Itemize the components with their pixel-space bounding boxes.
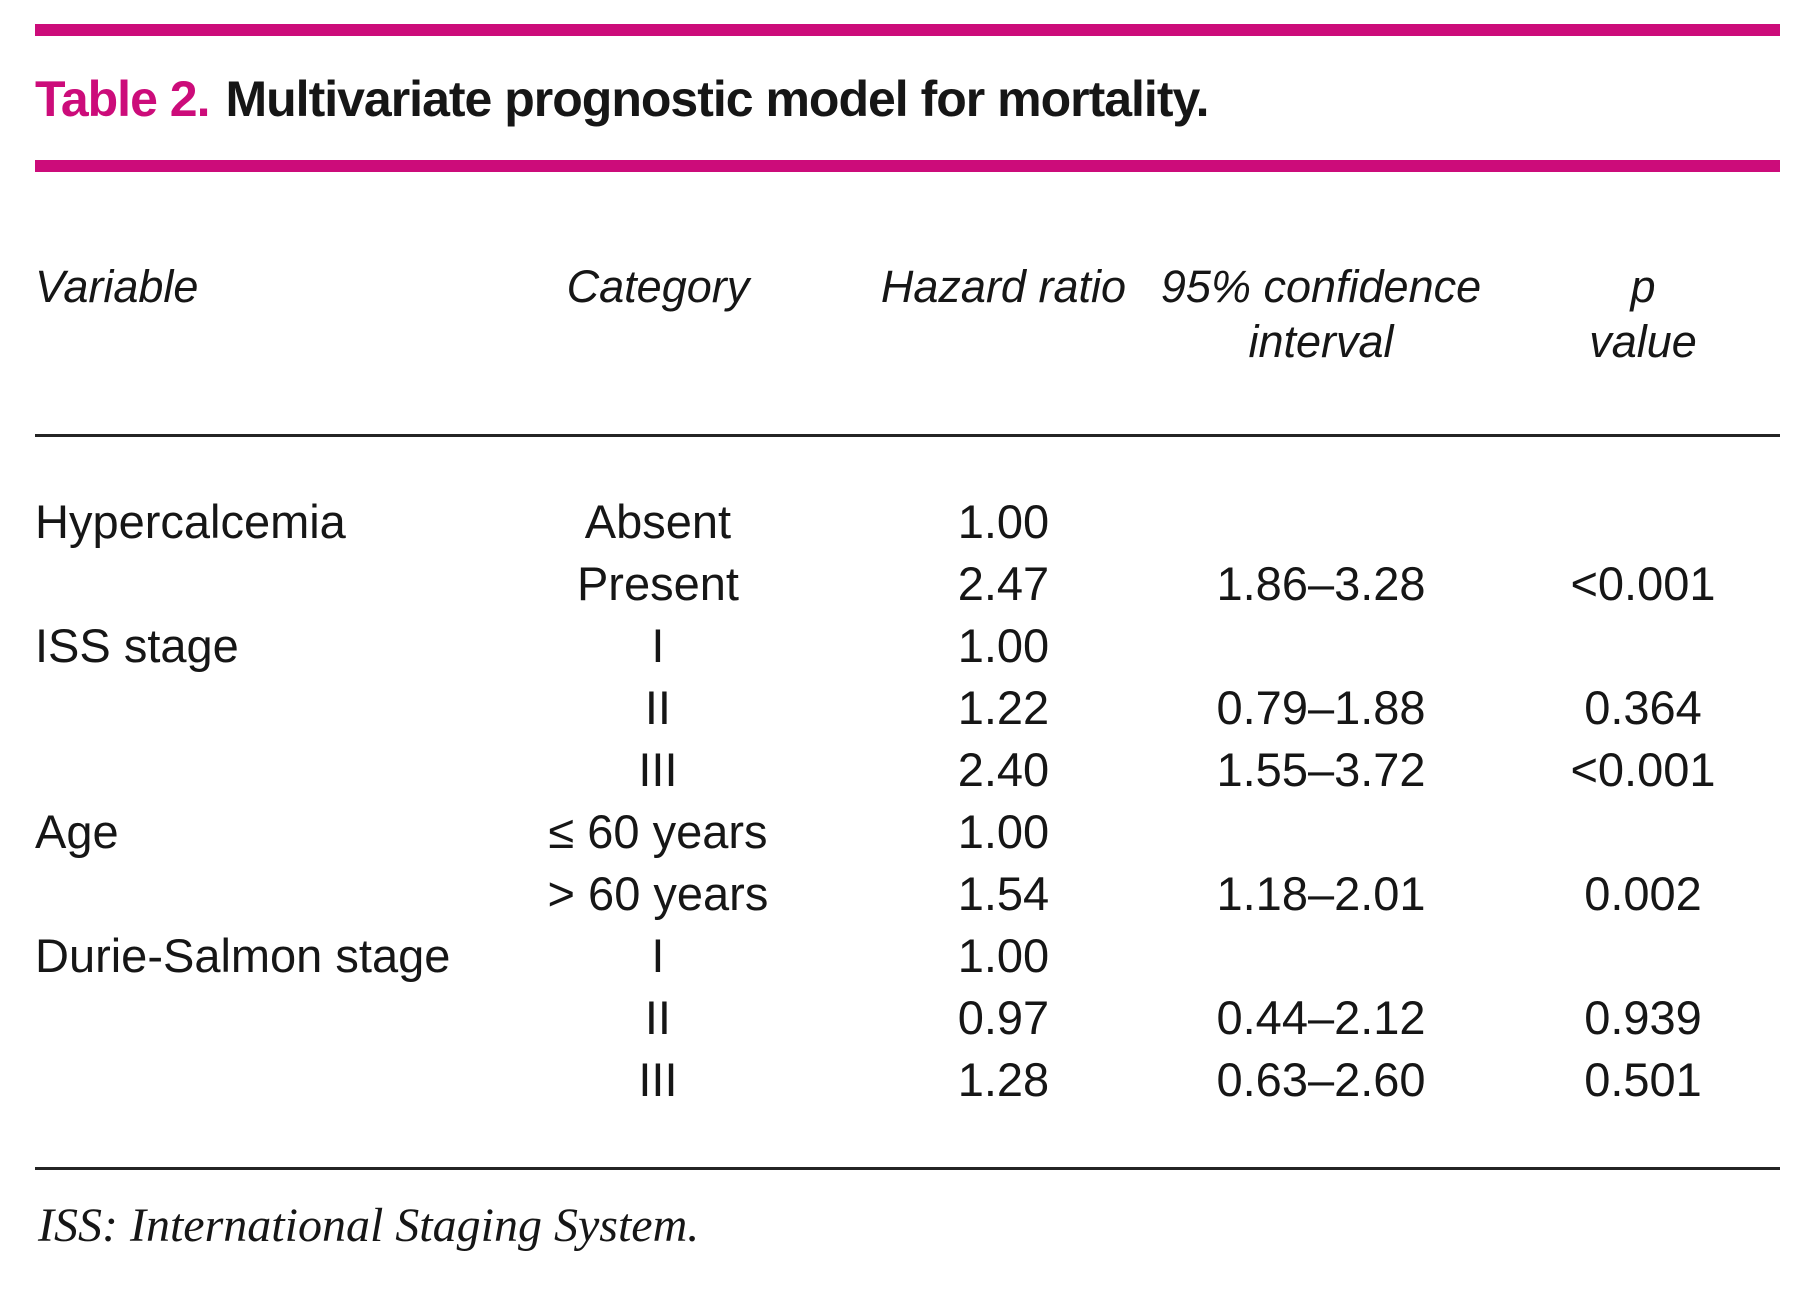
header-category: Category bbox=[445, 248, 871, 437]
table-row: Age ≤ 60 years 1.00 bbox=[35, 801, 1780, 863]
table-row: Hypercalcemia Absent 1.00 bbox=[35, 435, 1780, 553]
header-hazard-ratio: Hazard ratio bbox=[870, 248, 1137, 437]
cell-hazard-ratio: 1.22 bbox=[957, 680, 1050, 734]
table-title-text: Multivariate prognostic model for mortal… bbox=[225, 71, 1209, 127]
cell-variable: ISS stage bbox=[35, 618, 239, 672]
cell-variable bbox=[35, 987, 445, 1049]
cell-confidence-interval bbox=[1136, 801, 1506, 863]
cell-confidence-interval: 1.86–3.28 bbox=[1216, 556, 1426, 610]
cell-hazard-ratio: 1.00 bbox=[957, 804, 1050, 858]
cell-category: Present bbox=[576, 556, 739, 610]
header-confidence-interval: 95% confidence interval bbox=[1136, 248, 1506, 437]
table-footnote: ISS: International Staging System. bbox=[38, 1199, 700, 1252]
cell-variable: Hypercalcemia bbox=[35, 494, 346, 548]
cell-confidence-interval: 0.79–1.88 bbox=[1216, 680, 1426, 734]
table-body: Hypercalcemia Absent 1.00 Present 2.47 1.86–3… bbox=[35, 435, 1780, 1169]
cell-p-value: <0.001 bbox=[1570, 742, 1716, 796]
cell-category: II bbox=[644, 680, 671, 734]
cell-category: II bbox=[644, 990, 671, 1044]
cell-hazard-ratio: 1.00 bbox=[957, 618, 1050, 672]
cell-confidence-interval bbox=[1136, 435, 1506, 553]
cell-hazard-ratio: 1.28 bbox=[957, 1052, 1050, 1106]
cell-p-value: 0.939 bbox=[1584, 990, 1702, 1044]
cell-category: III bbox=[638, 1052, 678, 1106]
cell-hazard-ratio: 2.47 bbox=[957, 556, 1050, 610]
cell-variable bbox=[35, 1049, 445, 1169]
table-title: Table 2. Multivariate prognostic model fo… bbox=[35, 70, 1209, 128]
table-header: Variable Category Hazard ratio 95% confi… bbox=[35, 248, 1780, 437]
cell-confidence-interval bbox=[1136, 925, 1506, 987]
cell-variable bbox=[35, 863, 445, 925]
cell-category: III bbox=[638, 742, 678, 796]
cell-category: I bbox=[651, 928, 665, 982]
cell-p-value: 0.364 bbox=[1584, 680, 1702, 734]
cell-category: ≤ 60 years bbox=[548, 804, 768, 858]
header-variable: Variable bbox=[35, 248, 446, 437]
cell-variable: Age bbox=[35, 804, 119, 858]
cell-category: Absent bbox=[584, 494, 732, 548]
cell-confidence-interval bbox=[1136, 615, 1506, 677]
cell-hazard-ratio: 1.54 bbox=[957, 866, 1050, 920]
table-row: II 0.97 0.44–2.12 0.939 bbox=[35, 987, 1780, 1049]
cell-hazard-ratio: 0.97 bbox=[957, 990, 1050, 1044]
table-row: ISS stage I 1.00 bbox=[35, 615, 1780, 677]
cell-p-value: <0.001 bbox=[1570, 556, 1716, 610]
top-accent-rule bbox=[35, 24, 1780, 36]
cell-confidence-interval: 0.44–2.12 bbox=[1216, 990, 1426, 1044]
cell-hazard-ratio: 1.00 bbox=[957, 928, 1050, 982]
cell-p-value bbox=[1506, 801, 1780, 863]
cell-category: I bbox=[651, 618, 665, 672]
cell-confidence-interval: 1.55–3.72 bbox=[1216, 742, 1426, 796]
table-number-label: Table 2. bbox=[35, 71, 210, 127]
cell-hazard-ratio: 2.40 bbox=[957, 742, 1050, 796]
cell-p-value bbox=[1506, 615, 1780, 677]
table-row: Durie-Salmon stage I 1.00 bbox=[35, 925, 1780, 987]
cell-p-value: 0.501 bbox=[1584, 1052, 1702, 1106]
prognostic-model-table: Variable Category Hazard ratio 95% confi… bbox=[35, 248, 1780, 1170]
table-row: III 1.28 0.63–2.60 0.501 bbox=[35, 1049, 1780, 1169]
table-row: > 60 years 1.54 1.18–2.01 0.002 bbox=[35, 863, 1780, 925]
cell-variable bbox=[35, 739, 445, 801]
table-row: Present 2.47 1.86–3.28 <0.001 bbox=[35, 553, 1780, 615]
cell-p-value bbox=[1506, 435, 1780, 553]
cell-confidence-interval: 0.63–2.60 bbox=[1216, 1052, 1426, 1106]
cell-variable bbox=[35, 677, 445, 739]
title-bottom-accent-rule bbox=[35, 160, 1780, 172]
header-row: Variable Category Hazard ratio 95% confi… bbox=[35, 248, 1780, 437]
cell-p-value: 0.002 bbox=[1584, 866, 1702, 920]
table-row: III 2.40 1.55–3.72 <0.001 bbox=[35, 739, 1780, 801]
cell-variable bbox=[35, 553, 445, 615]
cell-hazard-ratio: 1.00 bbox=[957, 494, 1050, 548]
header-p-value: p value bbox=[1506, 248, 1780, 437]
cell-confidence-interval: 1.18–2.01 bbox=[1216, 866, 1426, 920]
table-row: II 1.22 0.79–1.88 0.364 bbox=[35, 677, 1780, 739]
cell-variable: Durie-Salmon stage bbox=[35, 928, 451, 982]
cell-category: > 60 years bbox=[547, 866, 769, 920]
cell-p-value bbox=[1506, 925, 1780, 987]
